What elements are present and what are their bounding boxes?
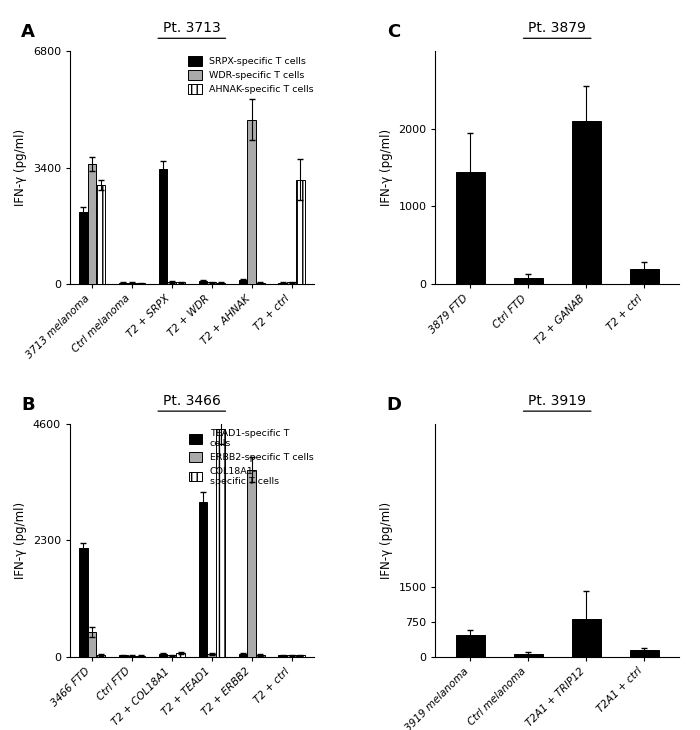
- Bar: [79, 548, 88, 657]
- Bar: [572, 619, 601, 657]
- Bar: [630, 269, 659, 284]
- Bar: [119, 283, 127, 284]
- Bar: [167, 656, 176, 657]
- Bar: [287, 656, 296, 657]
- Bar: [256, 655, 265, 657]
- Bar: [88, 631, 97, 657]
- Bar: [216, 429, 225, 657]
- Text: D: D: [386, 396, 402, 414]
- Bar: [239, 655, 247, 657]
- Bar: [247, 469, 256, 657]
- Bar: [119, 656, 127, 657]
- Text: Pt. 3466: Pt. 3466: [163, 393, 220, 407]
- Bar: [97, 185, 105, 284]
- Bar: [279, 656, 287, 657]
- Bar: [514, 654, 542, 657]
- Y-axis label: IFN-γ (pg/ml): IFN-γ (pg/ml): [379, 129, 393, 206]
- Bar: [279, 283, 287, 284]
- Bar: [199, 281, 207, 284]
- Bar: [207, 655, 216, 657]
- Bar: [159, 169, 167, 284]
- Y-axis label: IFN-γ (pg/ml): IFN-γ (pg/ml): [14, 502, 27, 579]
- Bar: [247, 120, 256, 284]
- Bar: [287, 283, 296, 284]
- Bar: [199, 502, 207, 657]
- Text: Pt. 3919: Pt. 3919: [528, 393, 586, 407]
- Bar: [216, 283, 225, 284]
- Y-axis label: IFN-γ (pg/ml): IFN-γ (pg/ml): [380, 502, 393, 579]
- Text: B: B: [21, 396, 35, 414]
- Bar: [127, 283, 136, 284]
- Bar: [88, 164, 97, 284]
- Bar: [167, 282, 176, 284]
- Bar: [97, 655, 105, 657]
- Bar: [176, 653, 185, 657]
- Bar: [127, 656, 136, 657]
- Legend: TEAD1-specific T
cells, ERBB2-specific T cells, COL18A1-
specific T cells: TEAD1-specific T cells, ERBB2-specific T…: [189, 429, 314, 486]
- Bar: [176, 283, 185, 284]
- Bar: [239, 280, 247, 284]
- Bar: [256, 283, 265, 284]
- Bar: [630, 650, 659, 657]
- Y-axis label: IFN-γ (pg/ml): IFN-γ (pg/ml): [14, 129, 27, 206]
- Bar: [79, 212, 88, 284]
- Bar: [514, 278, 542, 284]
- Legend: SRPX-specific T cells, WDR-specific T cells, AHNAK-specific T cells: SRPX-specific T cells, WDR-specific T ce…: [188, 55, 314, 94]
- Bar: [456, 172, 484, 284]
- Text: A: A: [21, 23, 35, 41]
- Bar: [159, 654, 167, 657]
- Bar: [136, 656, 145, 657]
- Text: Pt. 3879: Pt. 3879: [528, 20, 586, 35]
- Bar: [296, 180, 304, 284]
- Bar: [296, 656, 304, 657]
- Text: Pt. 3713: Pt. 3713: [163, 20, 220, 35]
- Bar: [207, 283, 216, 284]
- Bar: [572, 121, 601, 284]
- Bar: [456, 634, 484, 657]
- Text: C: C: [386, 23, 400, 41]
